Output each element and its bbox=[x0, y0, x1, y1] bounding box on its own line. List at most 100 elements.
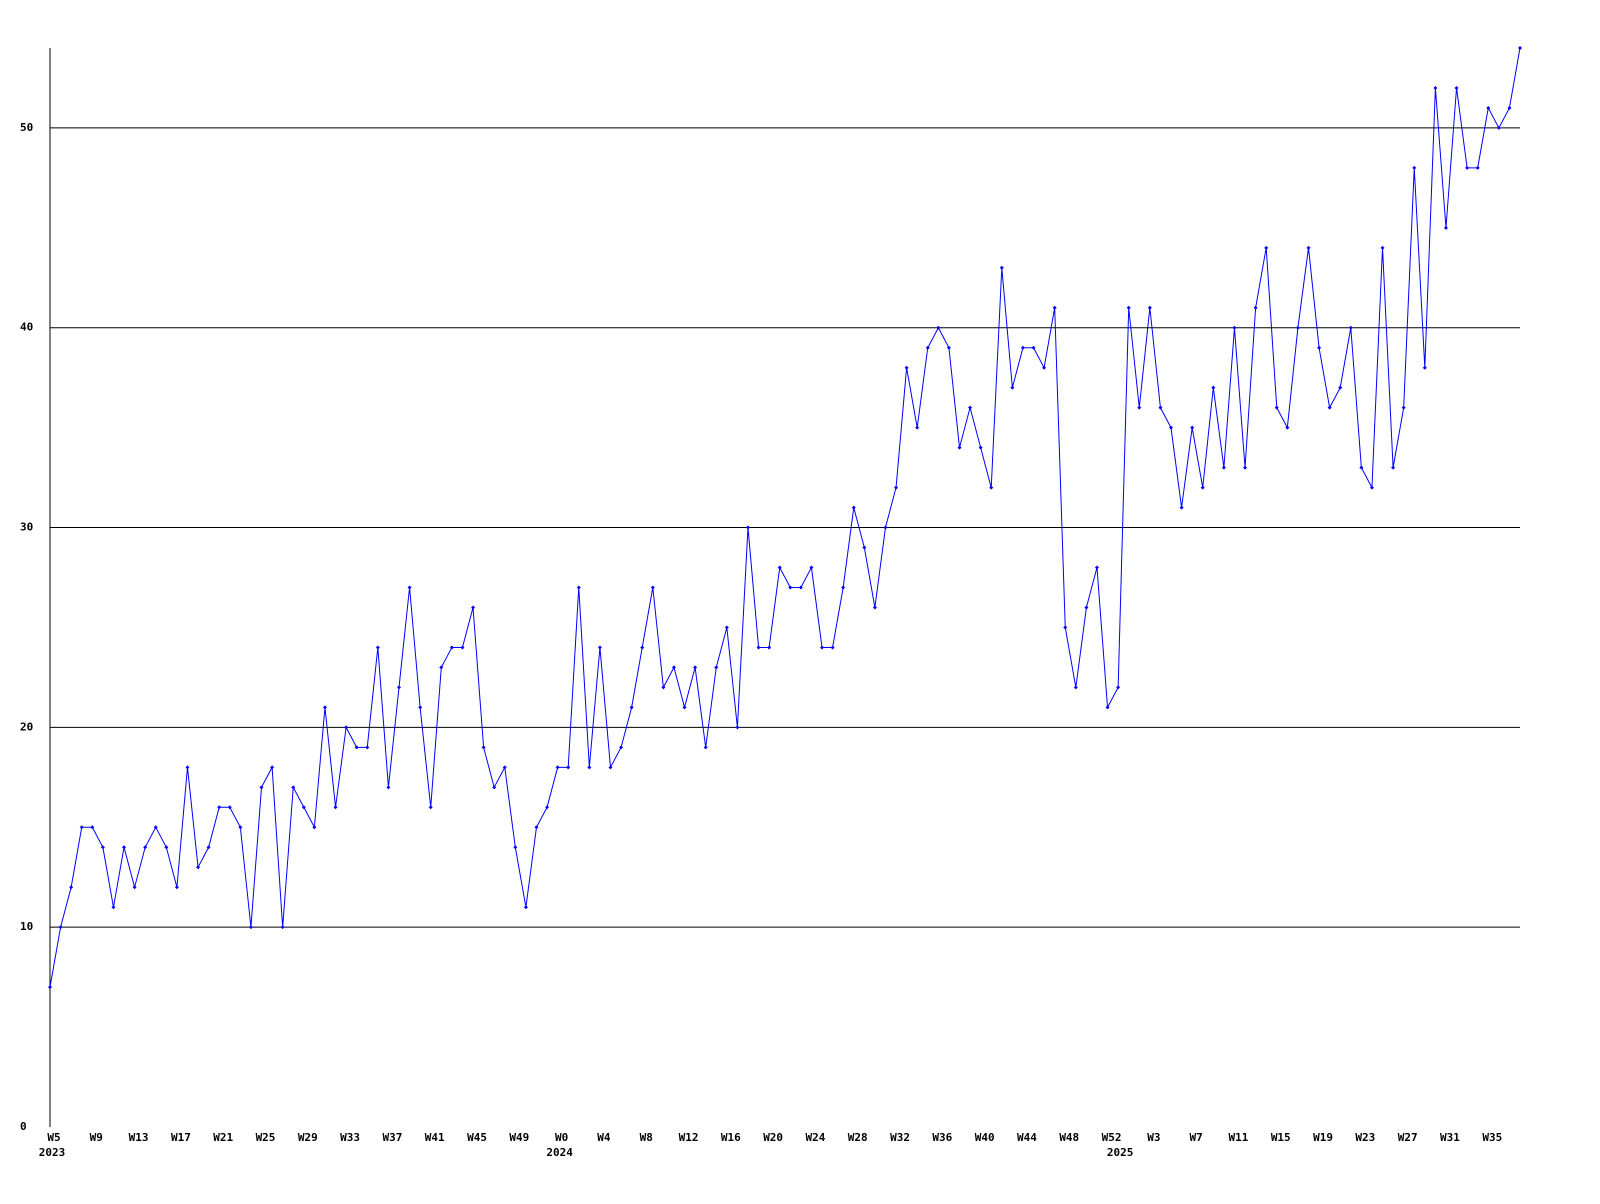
data-point bbox=[418, 705, 423, 710]
x-tick-label: W11 bbox=[1229, 1131, 1249, 1144]
x-tick-label: W0 bbox=[555, 1131, 568, 1144]
data-point bbox=[111, 905, 116, 910]
data-point bbox=[439, 665, 444, 670]
y-tick-label: 10 bbox=[20, 920, 33, 933]
data-point bbox=[1211, 385, 1216, 390]
x-tick-label: W25 bbox=[256, 1131, 276, 1144]
data-point bbox=[1105, 705, 1110, 710]
x-tick-label: W36 bbox=[932, 1131, 952, 1144]
data-point bbox=[946, 345, 951, 350]
data-point bbox=[1264, 245, 1269, 250]
data-point bbox=[1084, 605, 1089, 610]
x-tick-label: W15 bbox=[1271, 1131, 1291, 1144]
data-point bbox=[1253, 305, 1258, 310]
data-point bbox=[407, 585, 412, 590]
data-point bbox=[1274, 405, 1279, 410]
x-tick-label: W16 bbox=[721, 1131, 741, 1144]
data-point bbox=[502, 765, 507, 770]
x-tick-label: W44 bbox=[1017, 1131, 1037, 1144]
data-point bbox=[1243, 465, 1248, 470]
data-point bbox=[724, 625, 729, 630]
data-point bbox=[936, 325, 941, 330]
y-tick-label: 20 bbox=[20, 720, 33, 733]
data-point bbox=[354, 745, 359, 750]
data-point bbox=[1454, 85, 1459, 90]
data-point bbox=[1179, 505, 1184, 510]
series-line bbox=[49, 47, 1521, 988]
data-point bbox=[481, 745, 486, 750]
data-point bbox=[48, 985, 52, 990]
data-point bbox=[1052, 305, 1057, 310]
x-tick-label: W17 bbox=[171, 1131, 191, 1144]
x-tick-label: W13 bbox=[129, 1131, 149, 1144]
data-point bbox=[428, 805, 433, 810]
data-point bbox=[1221, 465, 1226, 470]
data-point bbox=[1031, 345, 1036, 350]
y-tick-label: 40 bbox=[20, 321, 33, 334]
data-point bbox=[69, 885, 74, 890]
data-point bbox=[58, 925, 63, 930]
data-point bbox=[1391, 465, 1396, 470]
data-point bbox=[301, 805, 306, 810]
data-point bbox=[1507, 105, 1512, 110]
data-point bbox=[767, 645, 772, 650]
data-point bbox=[1338, 385, 1343, 390]
x-tick-label: W20 bbox=[763, 1131, 783, 1144]
data-point bbox=[587, 765, 592, 770]
data-point bbox=[375, 645, 380, 650]
data-point bbox=[798, 585, 803, 590]
data-point bbox=[989, 485, 994, 490]
data-point bbox=[386, 785, 391, 790]
data-point bbox=[1380, 245, 1385, 250]
data-point bbox=[248, 925, 253, 930]
data-point bbox=[1094, 565, 1099, 570]
data-point bbox=[957, 445, 962, 450]
data-point bbox=[206, 845, 211, 850]
data-point bbox=[545, 805, 550, 810]
data-point bbox=[978, 445, 983, 450]
data-point bbox=[745, 525, 750, 530]
data-point bbox=[682, 705, 687, 710]
data-point bbox=[671, 665, 676, 670]
data-point bbox=[968, 405, 973, 410]
data-point bbox=[143, 845, 148, 850]
x-tick-label: W32 bbox=[890, 1131, 910, 1144]
data-point bbox=[703, 745, 708, 750]
data-point bbox=[1169, 425, 1174, 430]
data-point bbox=[153, 825, 158, 830]
x-tick-label: W49 bbox=[509, 1131, 529, 1144]
data-point bbox=[100, 845, 105, 850]
data-point bbox=[1147, 305, 1152, 310]
data-point bbox=[365, 745, 370, 750]
data-point bbox=[1359, 465, 1364, 470]
data-point bbox=[322, 705, 327, 710]
data-point bbox=[513, 845, 518, 850]
data-point bbox=[196, 865, 201, 870]
data-point bbox=[1042, 365, 1047, 370]
data-point bbox=[788, 585, 793, 590]
data-point bbox=[999, 265, 1004, 270]
data-point bbox=[777, 565, 782, 570]
data-point bbox=[1063, 625, 1068, 630]
data-point bbox=[449, 645, 454, 650]
y-tick-label: 50 bbox=[20, 121, 33, 134]
data-point bbox=[1401, 405, 1406, 410]
data-point bbox=[460, 645, 465, 650]
data-point bbox=[164, 845, 169, 850]
data-point bbox=[1020, 345, 1025, 350]
data-point bbox=[1158, 405, 1163, 410]
data-point bbox=[217, 805, 222, 810]
data-point bbox=[629, 705, 634, 710]
data-point bbox=[904, 365, 909, 370]
data-point bbox=[640, 645, 645, 650]
data-point bbox=[714, 665, 719, 670]
data-point bbox=[851, 505, 856, 510]
x-tick-label: W41 bbox=[425, 1131, 445, 1144]
data-point bbox=[925, 345, 930, 350]
x-tick-label: W29 bbox=[298, 1131, 318, 1144]
data-point bbox=[1190, 425, 1195, 430]
data-point bbox=[1295, 325, 1300, 330]
data-point bbox=[1496, 125, 1501, 130]
x-tick-label: W21 bbox=[213, 1131, 233, 1144]
data-point bbox=[1412, 165, 1417, 170]
